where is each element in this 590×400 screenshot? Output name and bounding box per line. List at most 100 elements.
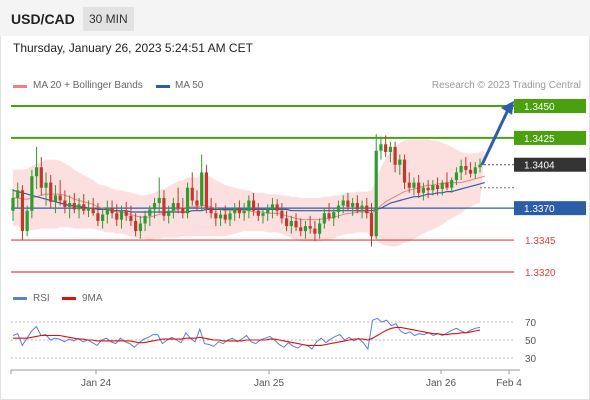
candle-body [195, 200, 199, 206]
candle-body [143, 215, 147, 224]
instrument-title: USD/CAD [11, 11, 75, 27]
candle-body [341, 200, 345, 206]
candle-body [379, 144, 383, 151]
ma20-legend-swatch [13, 85, 27, 88]
candle-body [148, 209, 152, 216]
candle-body [228, 213, 232, 220]
candle-body [284, 218, 289, 227]
ma9-legend-swatch [62, 297, 76, 300]
x-tick-label: Jan 25 [254, 378, 284, 389]
level-label-1-3425: 1.3425 [524, 134, 555, 145]
candle-body [313, 228, 317, 234]
candle-body [355, 203, 359, 210]
candle-body [82, 204, 86, 211]
candle-body [124, 210, 128, 216]
candle-body [346, 200, 350, 207]
candle-body [468, 169, 473, 174]
candle-body [242, 210, 246, 214]
candle-body [318, 223, 322, 234]
candle-body [91, 208, 95, 214]
rsi-tick-50: 50 [525, 336, 537, 347]
candle-body [464, 166, 468, 170]
candle-body [360, 205, 364, 210]
x-tick-label: Jan 26 [426, 378, 456, 389]
candle-body [388, 146, 392, 152]
candle-body [384, 144, 388, 152]
candle-body [30, 176, 34, 211]
candle-body [39, 167, 43, 188]
candle-body [270, 204, 275, 210]
candle-body [417, 182, 421, 193]
candle-body [34, 167, 39, 177]
candle-body [351, 203, 355, 207]
rsi-line [12, 317, 481, 351]
candle-body [308, 226, 312, 229]
candle-body [280, 210, 284, 219]
candle-body [185, 187, 190, 214]
candle-body [53, 195, 58, 202]
level-label-1-3320: 1.3320 [525, 268, 556, 279]
timeframe-button[interactable]: 30 MIN [83, 7, 134, 31]
candle-body [369, 213, 374, 237]
candle-body [426, 187, 430, 191]
candle-body [209, 208, 213, 214]
candle-body [402, 159, 407, 183]
level-tag-1-3370 [514, 201, 586, 216]
candle-body [77, 204, 81, 210]
rsi-tick-30: 30 [525, 354, 537, 365]
candle-body [459, 166, 463, 173]
candle-body [450, 180, 454, 188]
candle-body [435, 185, 440, 189]
candle-body [157, 197, 161, 204]
level-label-1-3370: 1.3370 [524, 204, 555, 215]
candle-body [237, 208, 242, 214]
candle-body [398, 159, 402, 165]
candle-body [16, 190, 20, 198]
candle-body [25, 210, 29, 232]
ma9-legend-label: 9MA [82, 293, 103, 304]
candle-body [223, 214, 227, 220]
candle-body [247, 200, 251, 211]
candle-body [261, 213, 265, 216]
ma9-line [13, 326, 481, 346]
candle-body [214, 213, 218, 219]
candle-body [119, 210, 124, 220]
candle-body [445, 182, 449, 188]
candle-body [58, 195, 62, 201]
candle-body [181, 208, 185, 214]
candle-body [327, 213, 331, 219]
copyright-text: Research © 2023 Trading Central [431, 80, 581, 91]
candle-body [473, 167, 477, 174]
level-tag-1-3425 [514, 130, 586, 145]
candle-body [407, 182, 411, 188]
candle-body [275, 204, 279, 211]
candle-body [115, 213, 119, 220]
candle-body [204, 172, 209, 209]
candle-body [322, 213, 326, 224]
candle-body [11, 197, 15, 211]
candle-body [289, 220, 293, 227]
candle-body [233, 208, 237, 214]
candle-body [266, 209, 270, 214]
candle-body [294, 220, 298, 228]
candle-body [440, 182, 444, 189]
candle-body [365, 205, 369, 214]
candle-body [256, 210, 260, 216]
candle-body [421, 187, 425, 193]
candle-body [251, 200, 256, 211]
ma50-legend-swatch [156, 85, 170, 88]
level-tag-1-3450 [514, 99, 586, 113]
ma20-legend-label: MA 20 + Bollinger Bands [33, 80, 143, 91]
candle-body [138, 223, 142, 232]
ma50-legend-label: MA 50 [175, 80, 204, 91]
candle-body [96, 213, 100, 221]
forecast-arrow-shaft [480, 109, 510, 166]
candle-body [190, 187, 194, 201]
candle-body [454, 172, 459, 181]
candle-body [63, 200, 67, 207]
candle-body [218, 214, 223, 219]
candle-body [393, 146, 397, 165]
candle-body [101, 214, 105, 221]
last-price-tag [514, 157, 586, 172]
